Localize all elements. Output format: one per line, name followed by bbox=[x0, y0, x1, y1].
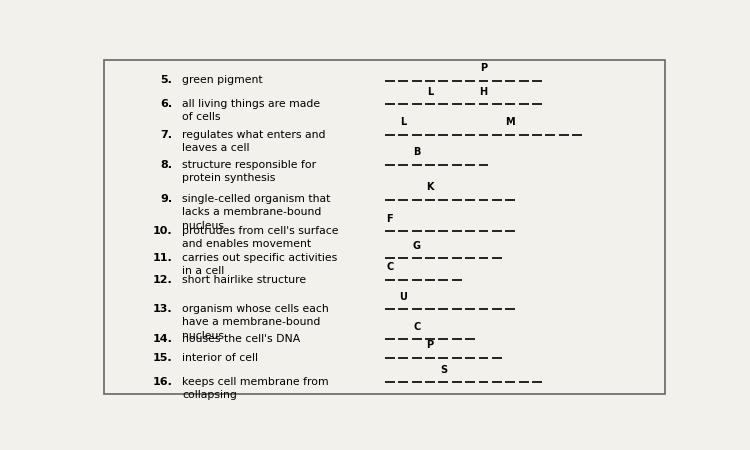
Text: and enables movement: and enables movement bbox=[182, 239, 311, 249]
Text: F: F bbox=[386, 214, 393, 224]
Text: 9.: 9. bbox=[160, 194, 172, 204]
Text: keeps cell membrane from: keeps cell membrane from bbox=[182, 377, 328, 387]
Text: protrudes from cell's surface: protrudes from cell's surface bbox=[182, 226, 338, 236]
Text: lacks a membrane-bound: lacks a membrane-bound bbox=[182, 207, 322, 217]
Text: L: L bbox=[427, 86, 433, 97]
Text: have a membrane-bound: have a membrane-bound bbox=[182, 317, 320, 327]
Text: short hairlike structure: short hairlike structure bbox=[182, 274, 306, 285]
Text: 16.: 16. bbox=[152, 377, 172, 387]
Text: leaves a cell: leaves a cell bbox=[182, 143, 250, 153]
Text: regulates what enters and: regulates what enters and bbox=[182, 130, 326, 140]
Text: 12.: 12. bbox=[152, 274, 172, 285]
Text: houses the cell's DNA: houses the cell's DNA bbox=[182, 334, 300, 344]
Text: single-celled organism that: single-celled organism that bbox=[182, 194, 331, 204]
Text: all living things are made: all living things are made bbox=[182, 99, 320, 109]
FancyBboxPatch shape bbox=[104, 60, 664, 394]
Text: 5.: 5. bbox=[160, 76, 172, 86]
Text: 15.: 15. bbox=[152, 353, 172, 363]
Text: C: C bbox=[386, 262, 394, 272]
Text: 6.: 6. bbox=[160, 99, 172, 109]
Text: H: H bbox=[479, 86, 488, 97]
Text: K: K bbox=[426, 182, 433, 192]
Text: 14.: 14. bbox=[152, 334, 172, 344]
Text: nucleus: nucleus bbox=[182, 330, 224, 341]
Text: organism whose cells each: organism whose cells each bbox=[182, 304, 328, 314]
Text: nucleus: nucleus bbox=[182, 220, 224, 231]
Text: structure responsible for: structure responsible for bbox=[182, 160, 316, 170]
Text: P: P bbox=[480, 63, 487, 73]
Text: collapsing: collapsing bbox=[182, 390, 237, 400]
Text: 10.: 10. bbox=[152, 226, 172, 236]
Text: P: P bbox=[427, 340, 433, 350]
Text: carries out specific activities: carries out specific activities bbox=[182, 253, 338, 263]
Text: 11.: 11. bbox=[152, 253, 172, 263]
Text: green pigment: green pigment bbox=[182, 76, 262, 86]
Text: U: U bbox=[399, 292, 407, 302]
Text: 13.: 13. bbox=[152, 304, 172, 314]
Text: S: S bbox=[440, 364, 447, 374]
Text: in a cell: in a cell bbox=[182, 266, 224, 276]
Text: L: L bbox=[400, 117, 406, 127]
Text: C: C bbox=[413, 322, 420, 332]
Text: interior of cell: interior of cell bbox=[182, 353, 258, 363]
Text: 8.: 8. bbox=[160, 160, 172, 170]
Text: G: G bbox=[413, 241, 421, 251]
Text: 7.: 7. bbox=[160, 130, 172, 140]
Text: M: M bbox=[506, 117, 515, 127]
Text: protein synthesis: protein synthesis bbox=[182, 173, 275, 183]
Text: B: B bbox=[413, 147, 420, 157]
Text: of cells: of cells bbox=[182, 112, 220, 122]
